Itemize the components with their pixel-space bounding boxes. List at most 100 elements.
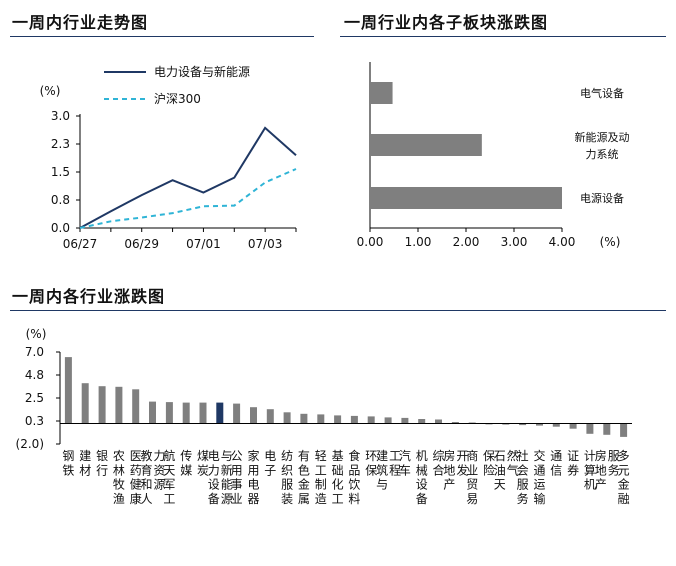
bar-y-tick-label: (2.0) — [16, 437, 44, 451]
bar-category-label: 建筑与 — [376, 449, 388, 492]
hbar-category-label: 力系统 — [586, 148, 619, 161]
line-y-tick-label: 1.5 — [51, 165, 70, 179]
bar-category-label: 保险 — [483, 449, 495, 477]
bar-category-label: 环保 — [365, 449, 377, 477]
bar-31 — [586, 423, 594, 434]
bar-category-label: 多元金融 — [618, 449, 630, 506]
bar-5 — [149, 401, 156, 424]
hbar-category-label: 电气设备 — [580, 86, 624, 100]
line-series-0 — [79, 126, 297, 229]
bar-category-label: 建材 — [79, 449, 91, 477]
bar-category-label: 公用事业 — [231, 449, 243, 506]
bar-18 — [367, 416, 375, 424]
bar-3 — [115, 386, 123, 424]
bar-30 — [569, 423, 577, 429]
bar-23 — [451, 422, 459, 424]
bar-category-label: 力资源 — [153, 449, 165, 492]
bottom-chart-title: 一周内各行业涨跌图 — [12, 287, 166, 306]
bar-10 — [233, 403, 241, 424]
hbar-x-tick-label: 2.00 — [453, 235, 480, 249]
bar-y-tick-label: 4.8 — [25, 368, 44, 382]
bar-category-label: 开发 — [456, 449, 468, 477]
bottom-title-rule — [10, 310, 666, 311]
bar-category-label: 教育和人 — [140, 448, 152, 506]
line-x-tick-label: 06/29 — [124, 237, 159, 251]
bar-category-label: 房地产 — [595, 448, 607, 492]
bar-category-label: 轻工制造 — [315, 449, 327, 506]
line-x-tick-label: 07/01 — [186, 237, 221, 251]
bar-category-label: 钢铁 — [62, 449, 74, 477]
bar-category-label: 食品饮料 — [348, 448, 360, 506]
bar-26 — [502, 423, 510, 425]
bar-4 — [132, 389, 140, 424]
bar-category-label: 基础化工 — [332, 449, 344, 506]
right-chart-title: 一周行业内各子板块涨跌图 — [344, 13, 549, 32]
bar-category-label: 医药健康 — [130, 449, 142, 506]
hbar-x-tick-label: 0.00 — [357, 235, 384, 249]
bar-category-label: 航天军工 — [163, 448, 175, 506]
bar-7 — [182, 402, 190, 424]
line-x-tick-label: 06/27 — [63, 237, 98, 251]
bar-category-label: 综合 — [432, 449, 444, 477]
bar-y-tick-label: 0.3 — [25, 414, 44, 428]
bar-category-label: 工程 — [389, 449, 401, 477]
hbar-x-unit: (%) — [600, 235, 621, 249]
bar-29 — [552, 423, 560, 427]
line-y-unit: (%) — [40, 84, 61, 98]
bar-24 — [468, 422, 476, 424]
bar-y-unit: (%) — [26, 327, 47, 341]
bar-category-label: 家用电器 — [247, 448, 259, 506]
bar-1 — [81, 383, 89, 424]
bar-20 — [401, 417, 409, 424]
bar-0 — [64, 357, 72, 424]
bar-16 — [334, 415, 342, 424]
bar-category-label: 有色金属 — [298, 449, 310, 506]
bar-category-label: 石油天 — [494, 449, 506, 492]
bar-category-label: 汽车 — [399, 448, 411, 477]
bar-6 — [165, 402, 173, 424]
hbar-x-tick-label: 3.00 — [501, 235, 528, 249]
bar-21 — [418, 419, 426, 424]
bar-category-label: 计算机 — [584, 449, 596, 492]
bar-category-label: 传媒 — [180, 448, 192, 477]
bar-32 — [603, 423, 611, 435]
bar-17 — [350, 415, 358, 424]
hbar-x-tick-label: 1.00 — [405, 235, 432, 249]
bar-category-label: 交通运输 — [533, 448, 545, 506]
bar-y-tick-label: 2.5 — [25, 391, 44, 405]
bar-category-label: 与新能源 — [221, 449, 233, 506]
bar-13 — [283, 412, 291, 424]
bar-category-label: 煤炭 — [197, 449, 209, 477]
hbar-bar-1 — [370, 134, 482, 156]
hbar-bar-0 — [370, 82, 393, 104]
bar-category-label: 社会服务 — [517, 448, 529, 506]
bar-8 — [199, 402, 207, 424]
bar-category-label: 房地产 — [443, 448, 455, 492]
bar-category-label: 纺织服装 — [281, 449, 293, 506]
left-title-rule — [10, 36, 314, 37]
bar-category-label: 商业贸易 — [466, 448, 478, 506]
bar-15 — [317, 414, 325, 424]
left-chart-title: 一周内行业走势图 — [12, 13, 149, 32]
bar-28 — [536, 423, 543, 426]
line-y-tick-label: 0.0 — [51, 221, 70, 235]
line-x-tick-label: 07/03 — [248, 237, 283, 251]
bar-14 — [300, 413, 308, 424]
bar-27 — [519, 423, 527, 426]
line-y-tick-label: 0.8 — [51, 193, 70, 207]
legend-label-0: 电力设备与新能源 — [154, 64, 250, 79]
bar-33 — [620, 423, 628, 437]
bar-11 — [250, 407, 257, 424]
bar-9 — [216, 402, 224, 424]
hbar-category-label: 电源设备 — [580, 191, 624, 205]
line-y-tick-label: 2.3 — [51, 137, 70, 151]
bar-2 — [98, 386, 106, 424]
bar-category-label: 电子 — [264, 449, 276, 477]
bar-category-label: 农林牧渔 — [113, 449, 125, 506]
line-series-1 — [79, 168, 297, 229]
hbar-x-tick-label: 4.00 — [549, 235, 576, 249]
hbar-bar-2 — [370, 187, 562, 209]
bar-22 — [435, 419, 442, 424]
line-y-tick-label: 3.0 — [51, 109, 70, 123]
